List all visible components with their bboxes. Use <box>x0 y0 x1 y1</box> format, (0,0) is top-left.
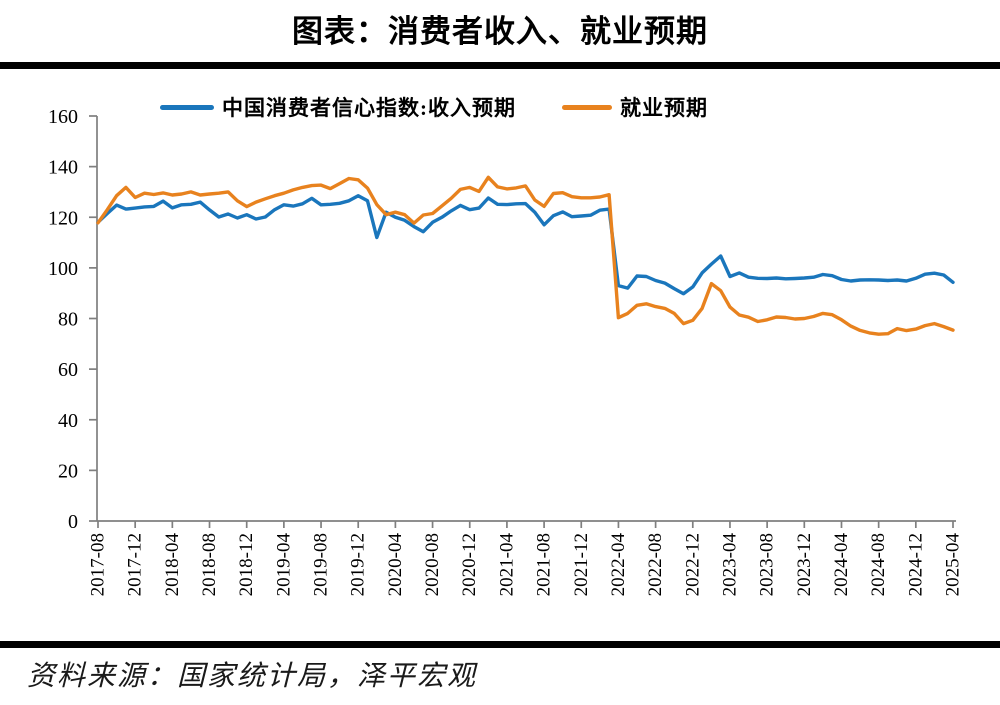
legend-item-income: 中国消费者信心指数:收入预期 <box>160 92 516 122</box>
x-tick-label: 2020-08 <box>422 533 443 596</box>
x-tick-label: 2018-04 <box>162 533 183 597</box>
x-tick-label: 2017-12 <box>125 533 146 596</box>
y-tick-label: 40 <box>58 410 78 432</box>
y-tick-label: 80 <box>58 309 78 331</box>
legend-label-employment: 就业预期 <box>620 96 708 120</box>
legend-label-income: 中国消费者信心指数:收入预期 <box>222 96 516 120</box>
chart-legend: 中国消费者信心指数:收入预期 就业预期 <box>160 92 708 122</box>
x-tick-label: 2019-08 <box>311 533 332 596</box>
employment-series-line-swatch <box>562 104 612 110</box>
x-tick-label: 2023-12 <box>794 533 815 596</box>
chart-title: 图表：消费者收入、就业预期 <box>292 14 708 49</box>
x-tick-label: 2023-08 <box>757 533 778 596</box>
y-tick-label: 0 <box>68 511 78 533</box>
top-divider-rule <box>0 62 1000 69</box>
x-tick-label: 2018-12 <box>236 533 257 596</box>
x-tick-label: 2019-12 <box>348 533 369 596</box>
x-tick-label: 2024-08 <box>868 533 889 596</box>
x-tick-label: 2018-08 <box>199 533 220 596</box>
x-tick-label: 2020-12 <box>459 533 480 596</box>
x-tick-label: 2020-04 <box>385 533 406 597</box>
bottom-divider-rule <box>0 641 1000 648</box>
legend-item-employment: 就业预期 <box>516 92 708 122</box>
y-tick-label: 120 <box>48 207 78 229</box>
source-note: 资料来源：国家统计局，泽平宏观 <box>27 661 478 692</box>
x-tick-label: 2024-12 <box>905 533 926 596</box>
x-tick-label: 2022-08 <box>645 533 666 596</box>
y-tick-label: 20 <box>58 460 78 482</box>
y-tick-label: 160 <box>48 106 78 128</box>
x-tick-label: 2022-12 <box>682 533 703 596</box>
x-tick-label: 2021-12 <box>571 533 592 596</box>
x-tick-label: 2021-04 <box>496 533 517 597</box>
x-tick-label: 2025-04 <box>943 533 964 597</box>
x-tick-label: 2021-08 <box>534 533 555 596</box>
employment-expectation-line <box>96 175 955 336</box>
income-expectation-line <box>96 193 955 296</box>
income-series-line-swatch <box>160 104 214 110</box>
x-tick-label: 2019-04 <box>273 533 294 597</box>
x-tick-label: 2024-04 <box>831 533 852 597</box>
y-tick-label: 60 <box>58 359 78 381</box>
x-tick-label: 2017-08 <box>88 533 109 596</box>
y-tick-label: 100 <box>48 258 78 280</box>
x-tick-label: 2022-04 <box>608 533 629 597</box>
y-tick-label: 140 <box>48 157 78 179</box>
x-tick-label: 2023-04 <box>719 533 740 597</box>
